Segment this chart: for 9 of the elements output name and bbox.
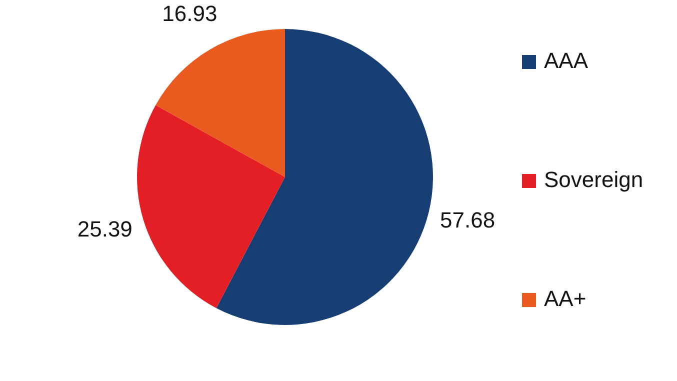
- pie-slice: [216, 29, 433, 325]
- data-label: 16.93: [162, 0, 218, 26]
- data-label: 25.39: [77, 216, 132, 242]
- legend-label: Sovereign: [544, 166, 644, 192]
- pie-slice: [156, 29, 285, 177]
- legend-label: AAA: [544, 48, 588, 73]
- data-label: 57.68: [440, 208, 496, 233]
- legend-label: AA+: [544, 286, 586, 311]
- pie-slice: [137, 105, 285, 308]
